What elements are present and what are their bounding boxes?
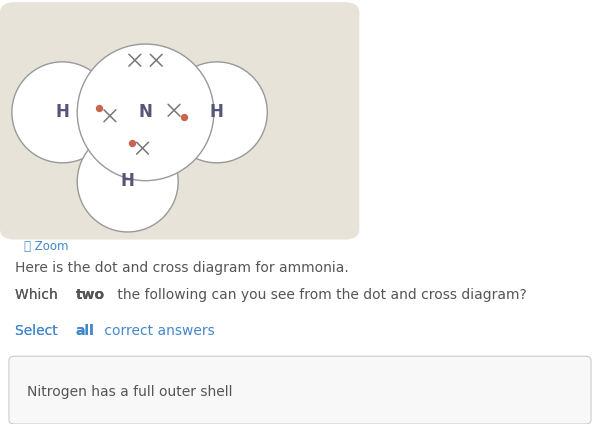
Text: two: two (75, 288, 105, 302)
Text: Select: Select (15, 324, 62, 338)
Text: Select: Select (15, 324, 62, 338)
Text: Here is the dot and cross diagram for ammonia.: Here is the dot and cross diagram for am… (15, 261, 349, 275)
Text: all: all (75, 324, 94, 338)
Text: correct answers: correct answers (100, 324, 214, 338)
Text: H: H (121, 173, 135, 190)
Text: the following can you see from the dot and cross diagram?: the following can you see from the dot a… (113, 288, 527, 302)
Ellipse shape (77, 131, 178, 232)
Text: 🔍 Zoom: 🔍 Zoom (24, 240, 68, 253)
Text: Which: Which (15, 288, 62, 302)
Text: H: H (210, 103, 224, 121)
Text: all: all (75, 324, 94, 338)
Text: N: N (138, 103, 153, 121)
Ellipse shape (166, 62, 267, 163)
FancyBboxPatch shape (9, 356, 591, 424)
Text: H: H (55, 103, 69, 121)
Point (179, 114, 189, 121)
Text: two: two (75, 288, 105, 302)
Point (128, 139, 137, 146)
FancyBboxPatch shape (0, 2, 359, 240)
Ellipse shape (77, 44, 214, 181)
Text: Nitrogen has a full outer shell: Nitrogen has a full outer shell (27, 385, 232, 399)
Point (94, 105, 104, 112)
Ellipse shape (12, 62, 113, 163)
Text: Which: Which (15, 288, 62, 302)
